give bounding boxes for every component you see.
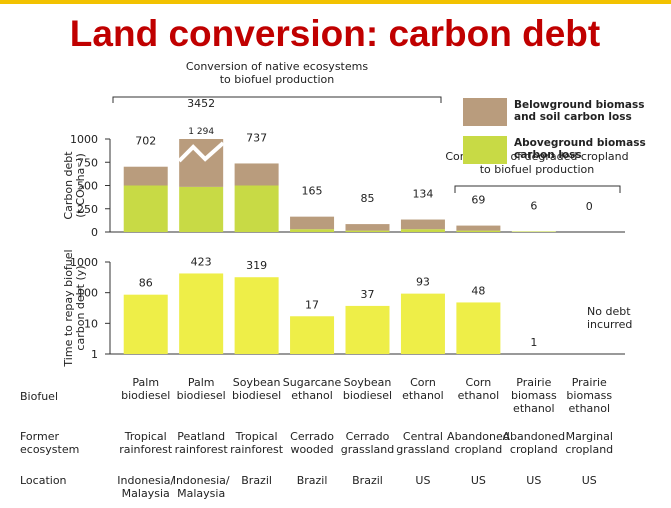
row-header: Biofuel <box>20 390 58 403</box>
cell: Tropical rainforest <box>230 430 284 456</box>
bar-segment <box>234 163 279 186</box>
bar-segment <box>179 186 224 232</box>
total-label: 0 <box>586 200 593 213</box>
legend-label: Belowground biomass and soil carbon loss <box>514 99 645 123</box>
cell: Palm biodiesel <box>121 376 170 402</box>
value-label: 319 <box>246 259 267 272</box>
cell: Indonesia/Malaysia <box>173 474 230 500</box>
cell: Soybean biodiesel <box>232 376 281 402</box>
cell: Soybean biodiesel <box>343 376 392 402</box>
cell: US <box>582 474 597 487</box>
value-label: 48 <box>471 284 485 297</box>
bar-segment <box>123 185 168 232</box>
row-header: Location <box>20 474 67 487</box>
bar-segment <box>400 219 445 230</box>
annotation: Conversion of native ecosystems to biofue… <box>186 60 368 86</box>
slide-title: Land conversion: carbon debt <box>70 13 600 54</box>
y-tick-label: 1 <box>91 348 98 361</box>
y-axis-label: Carbon debt(t CO₂ ha⁻¹) <box>62 151 87 220</box>
bar-segment <box>123 166 168 186</box>
value-label: 17 <box>305 298 319 311</box>
bar <box>234 277 279 354</box>
y-tick-label: 100 <box>77 287 98 300</box>
total-label: 702 <box>135 135 156 148</box>
total-label: 6 <box>530 199 537 212</box>
bar-segment <box>456 230 501 232</box>
legend-swatch <box>463 136 507 164</box>
y-tick-label: 0 <box>91 226 98 239</box>
break-label: 1 294 <box>188 127 214 137</box>
bar-segment <box>234 185 279 232</box>
cell: US <box>471 474 486 487</box>
cell: Abandoned cropland <box>447 430 510 456</box>
total-label: 69 <box>471 194 485 207</box>
cell: Abandoned cropland <box>503 430 566 456</box>
bracket <box>454 185 621 193</box>
cell: US <box>526 474 541 487</box>
bar-segment <box>456 225 501 231</box>
total-label: 85 <box>361 192 375 205</box>
cell: Marginal cropland <box>565 430 613 456</box>
y-tick-label: 1000 <box>70 133 98 146</box>
value-label: 93 <box>416 276 430 289</box>
value-label: 1 <box>530 336 537 349</box>
bar-segment <box>345 230 390 232</box>
top-rule <box>0 0 671 4</box>
y-tick-label: 10 <box>84 317 98 330</box>
bar <box>123 294 168 354</box>
bar-segment <box>345 224 390 231</box>
bar <box>290 316 335 354</box>
total-label: 134 <box>412 188 433 201</box>
y-axis-label: Time to repay biofuelcarbon debt (y) <box>62 249 87 367</box>
cell: Prairie biomass ethanol <box>566 376 612 415</box>
cell: Brazil <box>352 474 383 487</box>
cell: Cerrado grassland <box>341 430 394 456</box>
bar-segment <box>290 229 335 232</box>
cell: Corn ethanol <box>458 376 500 402</box>
cell: Corn ethanol <box>402 376 444 402</box>
cell: Cerrado wooded <box>290 430 334 456</box>
cell: US <box>415 474 430 487</box>
cell: Brazil <box>297 474 328 487</box>
total-label: 3452 <box>187 97 215 110</box>
bar <box>456 302 501 354</box>
value-label: 37 <box>361 288 375 301</box>
axis-break <box>177 141 225 163</box>
cell: Brazil <box>241 474 272 487</box>
cell: Palm biodiesel <box>177 376 226 402</box>
y-tick-label: 750 <box>77 156 98 169</box>
bar <box>345 305 390 354</box>
total-label: 165 <box>302 185 323 198</box>
cell: Sugarcane ethanol <box>283 376 342 402</box>
cell: Prairie biomass ethanol <box>511 376 557 415</box>
bar-segment <box>290 216 335 230</box>
row-header: Former ecosystem <box>20 430 79 456</box>
value-label: 86 <box>139 277 153 290</box>
legend-label: Aboveground biomass carbon loss <box>514 137 646 161</box>
cell: Indonesia/Malaysia <box>117 474 174 500</box>
bar-segment <box>400 229 445 232</box>
y-tick-label: 1000 <box>70 256 98 269</box>
value-label: 423 <box>191 255 212 268</box>
annotation: No debt incurred <box>587 305 632 331</box>
cell: Tropical rainforest <box>119 430 173 456</box>
y-tick-label: 500 <box>77 180 98 193</box>
bracket <box>112 96 442 103</box>
legend-swatch <box>463 98 507 126</box>
bar <box>400 293 445 354</box>
cell: Peatland rainforest <box>175 430 229 456</box>
cell: Central grassland <box>396 430 449 456</box>
bar-segment <box>511 231 556 232</box>
y-tick-label: 250 <box>77 203 98 216</box>
bar <box>179 273 224 354</box>
total-label: 737 <box>246 131 267 144</box>
